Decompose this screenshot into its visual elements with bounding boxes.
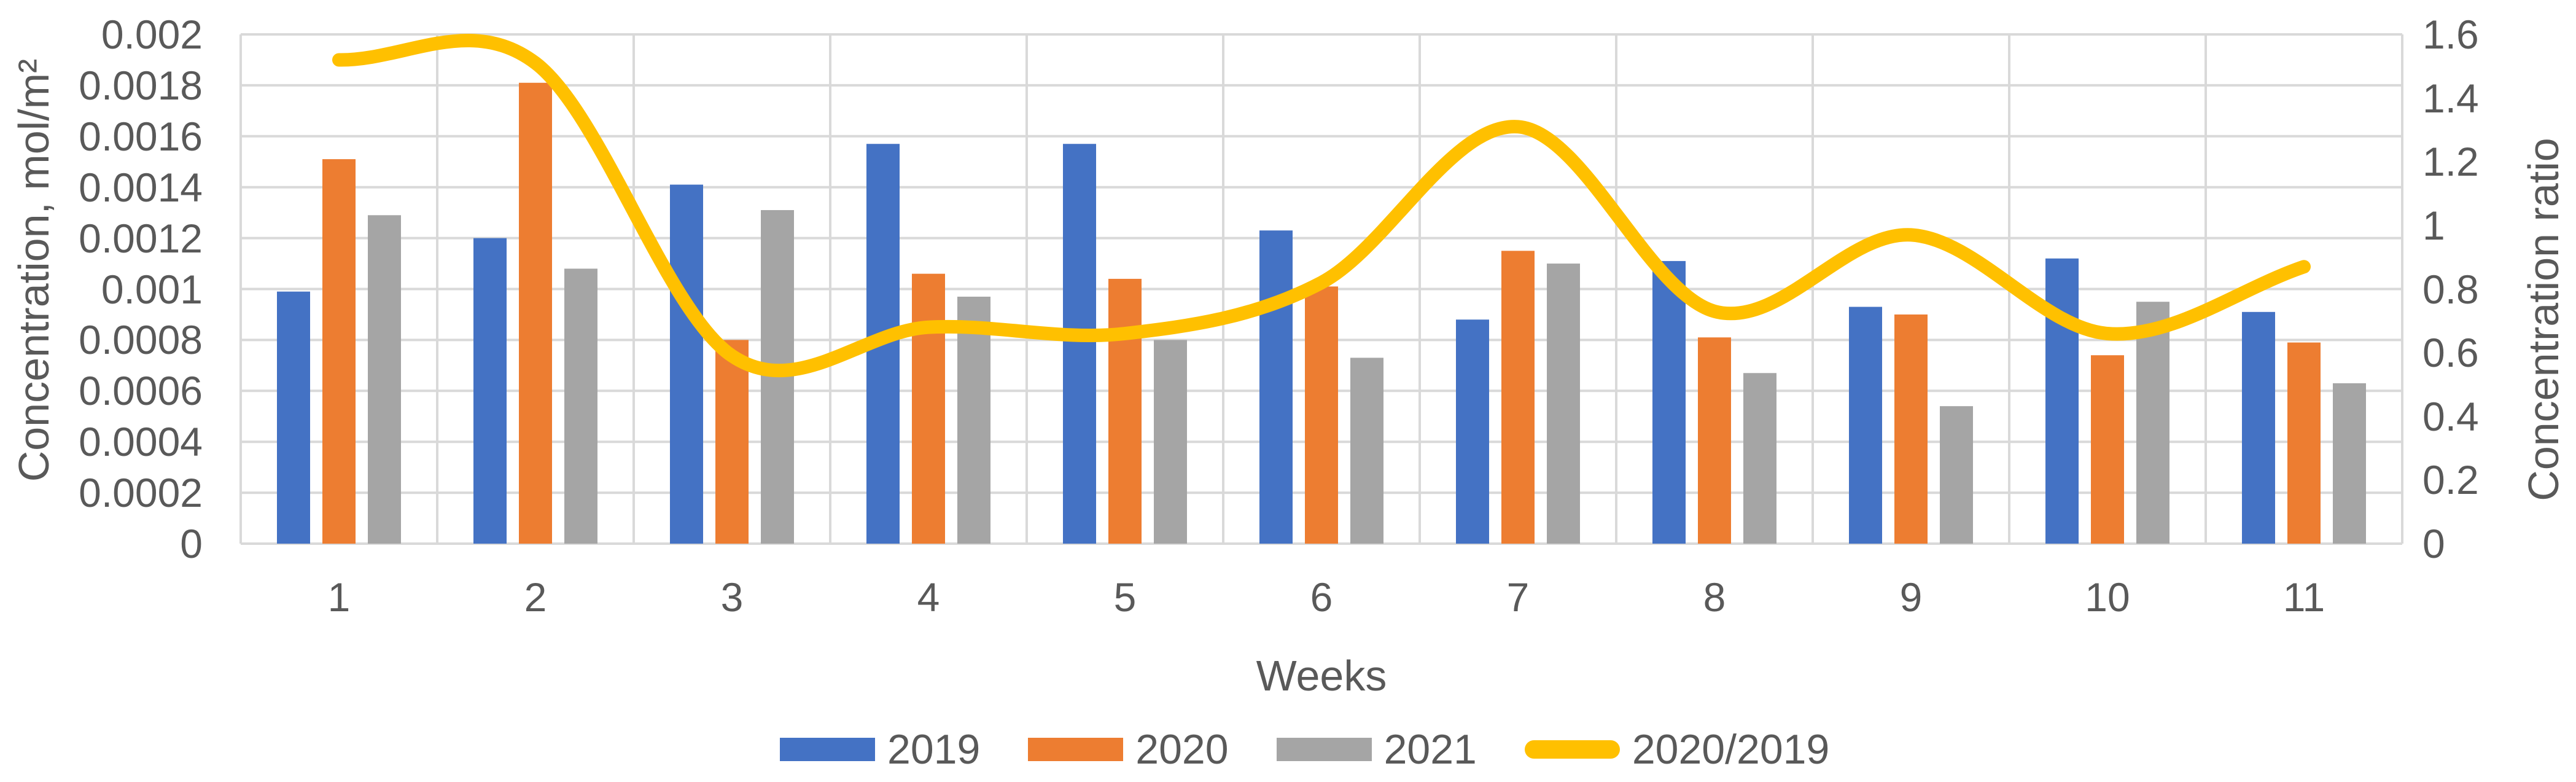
bar-2021-week-10 <box>2136 302 2169 544</box>
legend-label: 2019 <box>887 726 981 773</box>
y-axis-right-tick-label: 1.6 <box>2422 12 2479 57</box>
legend-item-2021: 2021 <box>1276 726 1477 773</box>
x-axis-tick-label: 8 <box>1703 574 1726 620</box>
bar-2019-week-7 <box>1456 319 1489 544</box>
bar-2020-week-9 <box>1894 314 1928 544</box>
y-axis-right-tick-label: 0.2 <box>2422 457 2479 503</box>
y-axis-right-tick-label: 0.8 <box>2422 266 2479 312</box>
legend-item-ratio: 2020/2019 <box>1524 726 1830 773</box>
bar-2021-week-9 <box>1940 406 1973 544</box>
legend-item-2020: 2020 <box>1028 726 1229 773</box>
legend-label: 2020/2019 <box>1632 726 1830 773</box>
y-axis-left-tick-label: 0.001 <box>101 266 203 312</box>
x-axis-tick-label: 10 <box>2085 574 2130 620</box>
legend-swatch-2021 <box>1276 738 1372 761</box>
y-axis-right-tick-label: 1 <box>2422 202 2445 248</box>
y-axis-right-title: Concentration ratio <box>2520 138 2567 501</box>
y-axis-left-tick-label: 0.0012 <box>79 215 203 261</box>
bar-2020-week-6 <box>1305 286 1338 544</box>
bar-2019-week-8 <box>1652 260 1686 544</box>
bar-2020-week-10 <box>2091 355 2124 544</box>
x-axis-tick-label: 6 <box>1310 574 1333 620</box>
bar-2021-week-1 <box>368 215 401 544</box>
legend-swatch-2020 <box>1028 738 1124 761</box>
bar-2020-week-1 <box>322 159 356 544</box>
x-axis-tick-label: 7 <box>1506 574 1530 620</box>
legend-label: 2020 <box>1135 726 1229 773</box>
x-axis-tick-label: 2 <box>524 574 547 620</box>
y-axis-left-tick-label: 0 <box>180 521 203 566</box>
x-axis-tick-label: 9 <box>1899 574 1923 620</box>
bar-2021-week-7 <box>1547 264 1580 544</box>
y-axis-left-tick-label: 0.0004 <box>79 419 203 465</box>
bar-2021-week-4 <box>957 296 990 544</box>
bar-2020-week-2 <box>519 82 552 544</box>
bar-2020-week-4 <box>912 273 945 544</box>
legend-line-swatch-ratio <box>1524 740 1620 759</box>
bar-2019-week-6 <box>1259 230 1293 544</box>
bar-2019-week-2 <box>473 238 507 544</box>
x-axis-tick-label: 4 <box>917 574 940 620</box>
bar-2020-week-3 <box>715 340 749 544</box>
legend: 2019 2020 2021 2020/2019 <box>780 729 1829 770</box>
x-axis-tick-label: 5 <box>1113 574 1137 620</box>
y-axis-right-tick-label: 0.6 <box>2422 330 2479 376</box>
bar-2019-week-9 <box>1849 307 1882 544</box>
y-axis-right-tick-label: 1.4 <box>2422 75 2479 121</box>
x-axis-tick-label: 3 <box>720 574 744 620</box>
y-axis-left-tick-label: 0.002 <box>101 12 203 57</box>
y-axis-left-tick-label: 0.0016 <box>79 113 203 159</box>
y-axis-right-tick-label: 0.4 <box>2422 393 2479 439</box>
y-axis-left-tick-label: 0.0006 <box>79 368 203 414</box>
bar-2019-week-1 <box>277 291 310 544</box>
x-axis-tick-label: 1 <box>327 574 351 620</box>
y-axis-left-tick-label: 0.0018 <box>79 62 203 108</box>
y-axis-left-title: Concentration, mol/m² <box>10 58 58 482</box>
bar-2020-week-7 <box>1501 251 1535 544</box>
legend-swatch-2019 <box>780 738 875 761</box>
y-axis-left-tick-label: 0.0002 <box>79 470 203 516</box>
bar-2020-week-11 <box>2287 342 2321 544</box>
bar-2021-week-5 <box>1154 340 1187 544</box>
y-axis-left-tick-label: 0.0008 <box>79 317 203 363</box>
legend-item-2019: 2019 <box>780 729 980 770</box>
line-2020/2019 <box>332 33 2311 378</box>
x-axis-tick-label: 11 <box>2282 574 2325 620</box>
y-axis-right-tick-label: 0 <box>2422 521 2445 566</box>
y-axis-right-tick-label: 1.2 <box>2422 139 2479 185</box>
bar-2019-week-5 <box>1063 144 1096 544</box>
bar-2020-week-8 <box>1698 337 1731 544</box>
bar-2021-week-8 <box>1743 373 1776 544</box>
bar-2021-week-6 <box>1350 358 1383 544</box>
legend-label: 2021 <box>1383 726 1477 773</box>
bar-2019-week-10 <box>2045 258 2079 544</box>
bar-2021-week-2 <box>564 268 597 544</box>
bar-2021-week-11 <box>2333 383 2366 544</box>
bar-2019-week-3 <box>670 184 703 544</box>
bar-2019-week-11 <box>2242 311 2275 544</box>
x-axis-title: Weeks <box>1256 652 1387 700</box>
y-axis-left-tick-label: 0.0014 <box>79 164 203 210</box>
bar-2020-week-5 <box>1108 278 1142 544</box>
